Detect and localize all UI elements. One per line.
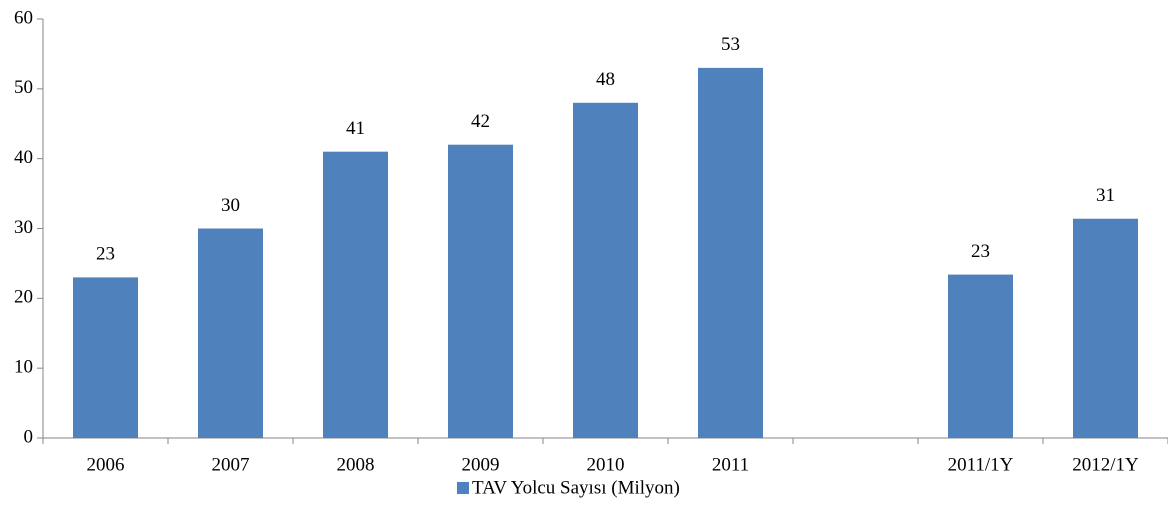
y-tick-label: 10 (14, 357, 33, 378)
x-tick-label: 2007 (212, 454, 250, 475)
bar (198, 228, 263, 438)
y-tick-label: 60 (14, 7, 33, 28)
value-label: 30 (221, 195, 240, 216)
x-tick-label: 2011 (712, 454, 749, 475)
legend-label: TAV Yolcu Sayısı (Milyon) (472, 477, 680, 498)
y-tick-label: 20 (14, 287, 33, 308)
y-tick-label: 50 (14, 77, 33, 98)
value-label: 41 (346, 118, 365, 139)
y-tick-label: 0 (24, 426, 34, 447)
bar (573, 102, 638, 439)
x-tick-label: 2009 (462, 454, 500, 475)
bar (698, 67, 763, 438)
bar (948, 274, 1013, 438)
legend-swatch (457, 482, 469, 494)
x-tick-label: 2011/1Y (948, 454, 1014, 475)
value-label: 42 (471, 111, 490, 132)
x-tick-label: 2010 (587, 454, 625, 475)
value-label: 48 (596, 69, 615, 90)
x-tick-label: 2012/1Y (1072, 454, 1139, 475)
x-tick-label: 2008 (337, 454, 375, 475)
value-label: 31 (1096, 185, 1115, 206)
bar (323, 151, 388, 438)
bar (1073, 218, 1138, 438)
y-tick-label: 40 (14, 147, 33, 168)
value-label: 23 (96, 244, 115, 265)
value-label: 53 (721, 34, 740, 55)
bar (73, 277, 138, 438)
y-tick-label: 30 (14, 217, 33, 238)
value-label: 23 (971, 241, 990, 262)
bar (448, 144, 513, 438)
x-tick-label: 2006 (87, 454, 125, 475)
